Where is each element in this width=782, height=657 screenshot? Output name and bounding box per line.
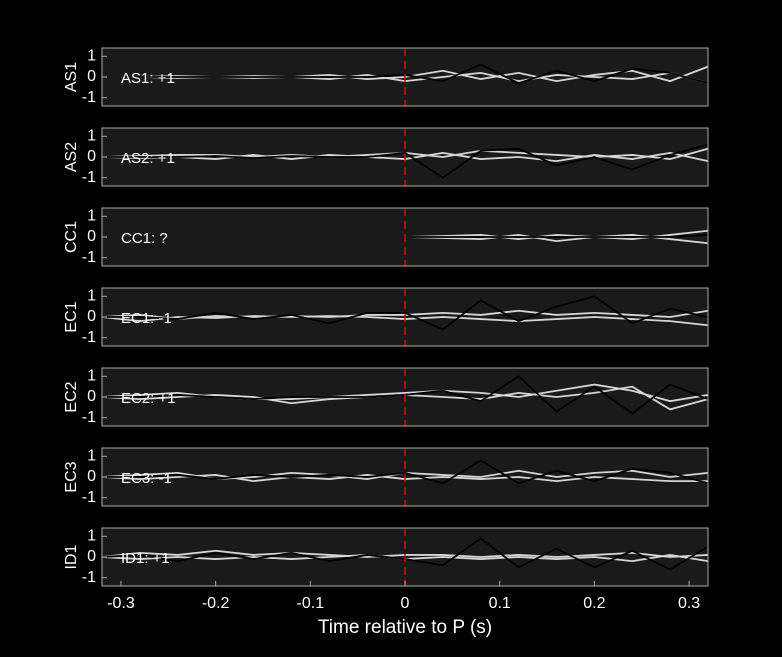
panel-annotation: EC3: -1 xyxy=(121,470,172,487)
x-tick-label: -0.2 xyxy=(202,595,230,612)
y-tick-label: 0 xyxy=(87,468,96,485)
y-tick-label: 0 xyxy=(87,148,96,165)
x-tick-label: 0.1 xyxy=(489,595,511,612)
trace xyxy=(102,295,709,331)
y-axis-label: EC3 xyxy=(63,461,80,492)
trace xyxy=(102,459,709,485)
y-tick-label: 0 xyxy=(87,548,96,565)
y-tick-label: 0 xyxy=(87,68,96,85)
y-tick-label: -1 xyxy=(82,409,96,426)
y-tick-label: 0 xyxy=(87,308,96,325)
trace xyxy=(102,143,709,179)
panel-annotation: AS1: +1 xyxy=(121,70,175,87)
y-axis-label: CC1 xyxy=(63,221,80,253)
y-tick-label: 1 xyxy=(87,128,96,145)
y-axis-label: ID1 xyxy=(63,544,80,569)
y-axis-label: AS2 xyxy=(63,142,80,172)
y-tick-label: 1 xyxy=(87,448,96,465)
y-tick-label: 1 xyxy=(87,208,96,225)
y-tick-label: 1 xyxy=(87,528,96,545)
y-tick-label: 1 xyxy=(87,288,96,305)
y-tick-label: -1 xyxy=(82,169,96,186)
x-tick-label: 0 xyxy=(401,595,410,612)
x-tick-label: 0.2 xyxy=(583,595,605,612)
y-tick-label: -1 xyxy=(82,489,96,506)
y-tick-label: 1 xyxy=(87,368,96,385)
panel-annotation: CC1: ? xyxy=(121,230,168,247)
y-tick-label: -1 xyxy=(82,249,96,266)
panel-annotation: EC1: -1 xyxy=(121,310,172,327)
x-tick-label: 0.3 xyxy=(678,595,700,612)
y-tick-label: 1 xyxy=(87,48,96,65)
y-tick-label: -1 xyxy=(82,569,96,586)
y-axis-label: EC2 xyxy=(63,381,80,412)
y-axis-label: EC1 xyxy=(63,301,80,332)
y-tick-label: -1 xyxy=(82,89,96,106)
panel-annotation: AS2: +1 xyxy=(121,150,175,167)
panel-annotation: ID1: +1 xyxy=(121,550,170,567)
y-tick-label: 0 xyxy=(87,388,96,405)
y-axis-label: AS1 xyxy=(63,62,80,92)
y-tick-label: 0 xyxy=(87,228,96,245)
x-tick-label: -0.3 xyxy=(107,595,135,612)
x-tick-label: -0.1 xyxy=(297,595,325,612)
panel-annotation: EC2: +1 xyxy=(121,390,176,407)
y-tick-label: -1 xyxy=(82,329,96,346)
x-axis-label: Time relative to P (s) xyxy=(318,617,492,638)
